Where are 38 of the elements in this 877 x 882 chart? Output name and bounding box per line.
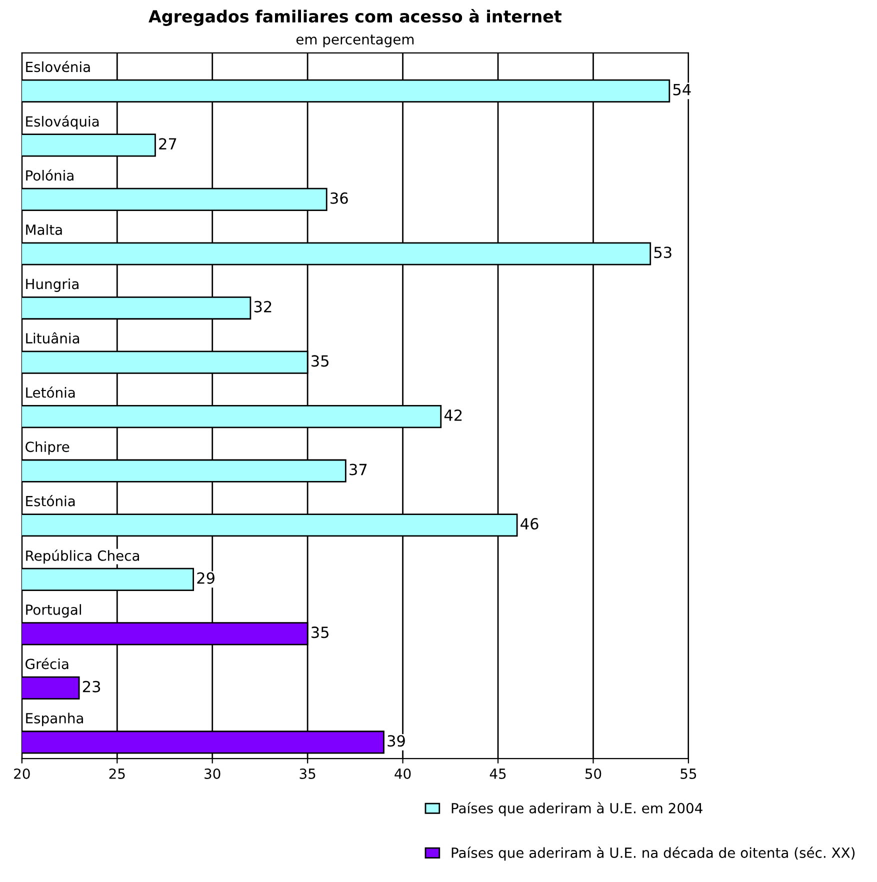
- y-tick-label: Espanha: [26, 712, 83, 726]
- x-tick-label: 30: [204, 768, 220, 779]
- chart-title: Agregados familiares com acesso à internet: [148, 9, 562, 26]
- data-label: 36: [330, 192, 348, 204]
- y-tick-label: Grécia: [26, 658, 68, 670]
- y-tick-label: Portugal: [26, 604, 81, 618]
- data-label: 54: [673, 84, 691, 96]
- x-tick-label: 50: [585, 768, 602, 779]
- y-tick-label: Malta: [26, 224, 62, 235]
- y-tick-label: Polónia: [26, 169, 74, 181]
- data-label: 46: [520, 518, 538, 530]
- data-label: 27: [159, 138, 176, 150]
- data-label: 35: [312, 355, 328, 367]
- data-label: 42: [444, 409, 462, 421]
- x-tick-label: 45: [490, 768, 506, 779]
- y-tick-label: Eslovénia: [26, 60, 90, 72]
- data-label: 37: [350, 464, 367, 476]
- y-tick-label: Letónia: [26, 386, 75, 398]
- y-tick-label: República Checa: [26, 550, 139, 564]
- y-tick-label: Estónia: [26, 495, 75, 506]
- x-tick-label: 40: [394, 768, 411, 779]
- data-label: 29: [197, 572, 214, 584]
- x-tick-label: 35: [300, 768, 316, 779]
- data-label: 32: [254, 300, 272, 312]
- legend-label: Países que aderiram à U.E. em 2004: [452, 802, 702, 816]
- x-tick-label: 25: [109, 768, 125, 779]
- y-tick-label: Chipre: [26, 441, 70, 455]
- chart-subtitle: em percentagem: [296, 34, 414, 48]
- data-label: 53: [654, 246, 672, 258]
- x-tick-label: 55: [680, 768, 696, 779]
- data-label: 35: [312, 626, 328, 638]
- y-tick-label: Hungria: [26, 278, 78, 292]
- data-label: 23: [82, 680, 100, 692]
- y-tick-label: Eslováquia: [26, 115, 99, 130]
- data-label: 39: [388, 735, 405, 747]
- legend-label: Países que aderiram à U.E. na década de oitenta (séc. XX): [452, 846, 855, 861]
- x-tick-label: 20: [14, 768, 30, 779]
- y-tick-label: Lituânia: [26, 332, 80, 344]
